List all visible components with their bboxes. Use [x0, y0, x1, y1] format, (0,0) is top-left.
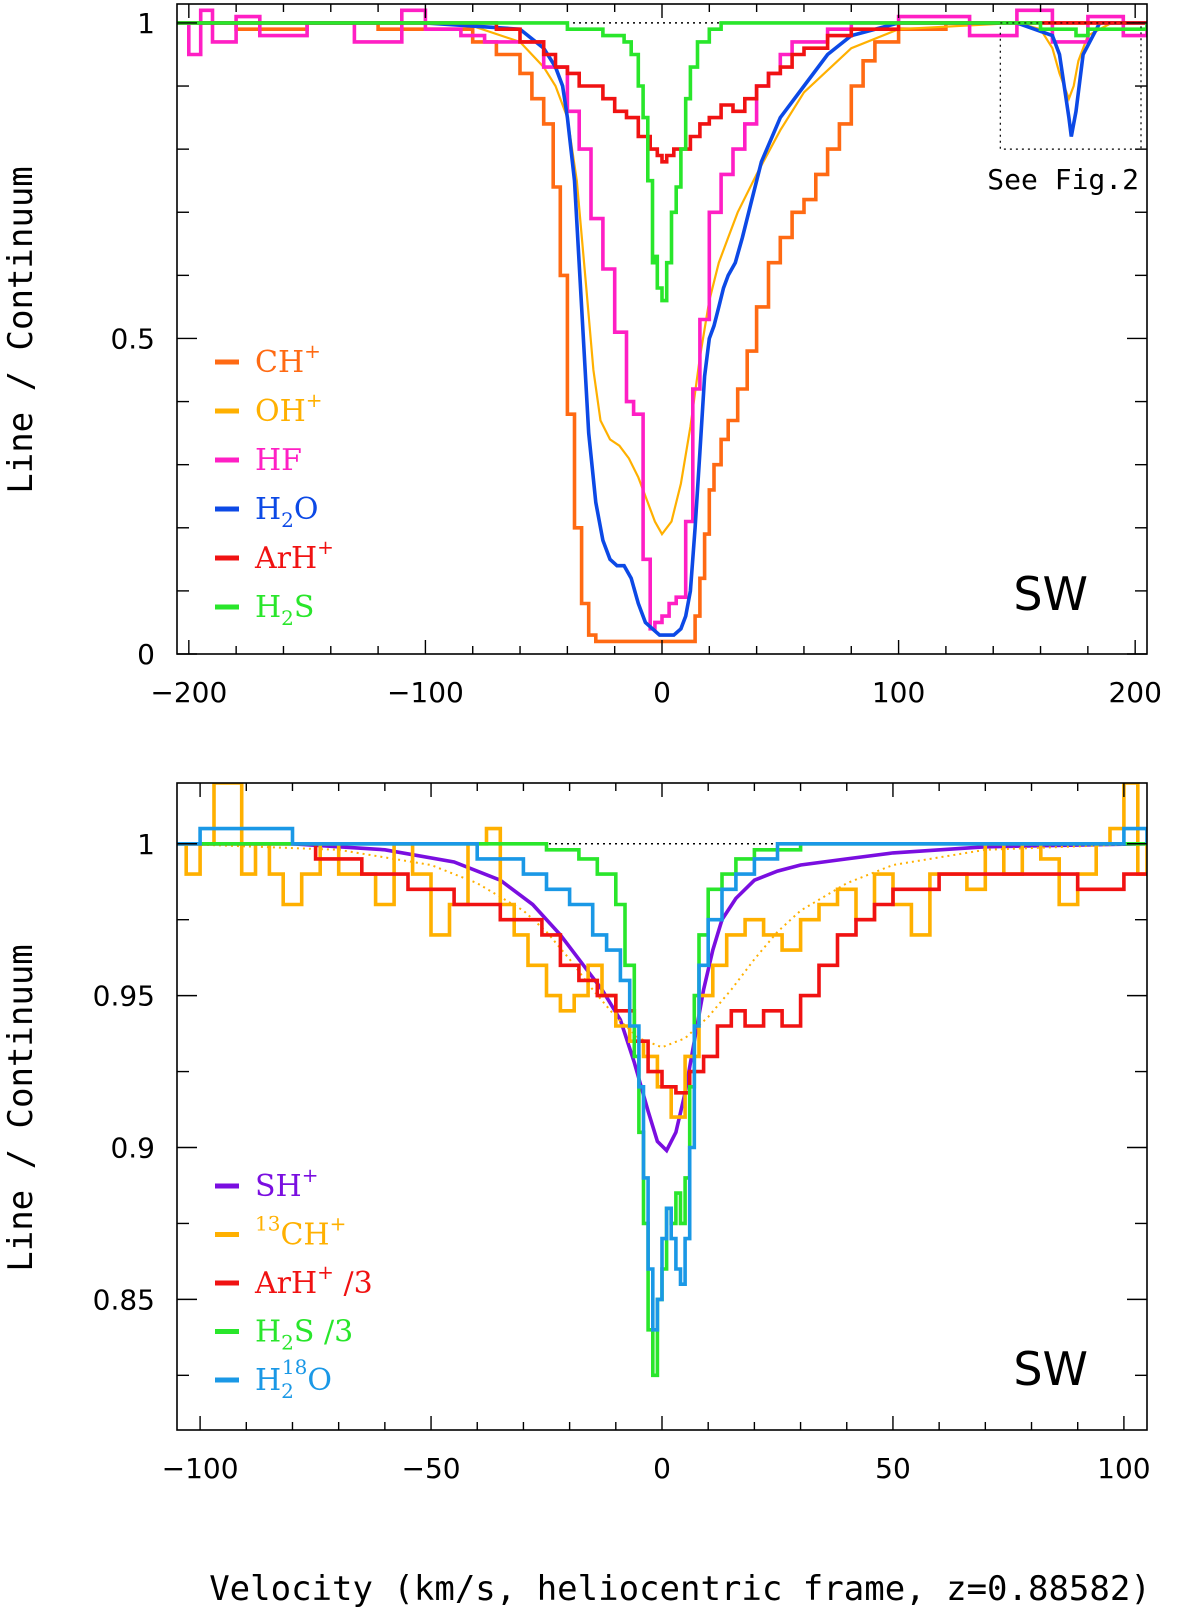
y-tick-label: 0.9 — [110, 1132, 155, 1165]
series-line-0-0 — [177, 21, 1147, 644]
x-axis-label: Velocity (km/s, heliocentric frame, z=0.… — [209, 1569, 1151, 1609]
x-tick-label: 100 — [1097, 1452, 1150, 1485]
panel-label: SW — [1013, 1342, 1088, 1396]
series-line-0-4 — [177, 21, 1147, 164]
series-line-0-2 — [177, 8, 1147, 631]
legend-label-shp: SH+ — [255, 1163, 318, 1204]
top-panel: −200 −100 0 100 200 0 0.5 1 Line / Continuum SW Se… — [1, 3, 1162, 709]
see-fig-annotation: See Fig.2 — [987, 163, 1139, 196]
series-line-1-3 — [177, 842, 1147, 1095]
x-tick-label: 50 — [875, 1452, 911, 1485]
y-tick-label: 0.5 — [110, 322, 155, 355]
y-tick-label: 0.85 — [93, 1283, 155, 1316]
legend-label-arh3: ArH+ /3 — [254, 1260, 373, 1301]
y-tick-label: 0 — [137, 638, 155, 671]
series-line-0-3 — [177, 21, 1147, 637]
panel-label: SW — [1013, 567, 1088, 621]
x-tick-label: −100 — [387, 676, 464, 709]
x-tick-label: −200 — [150, 676, 227, 709]
series-line-0-1 — [177, 21, 1147, 537]
legend-label-arh: ArH+ — [254, 535, 334, 576]
legend-label-h2s3: H2S /3 — [255, 1315, 353, 1355]
legend-label-oh: OH+ — [255, 388, 323, 429]
zoom-region-box — [999, 22, 1142, 150]
x-tick-label: 100 — [872, 676, 925, 709]
y-tick-label: 1 — [137, 828, 155, 861]
legend-label-h2o: H2O — [255, 492, 319, 532]
series-line-1-1 — [177, 783, 1147, 1119]
legend-label-h218o: H218O — [255, 1355, 332, 1403]
x-tick-label: −100 — [162, 1452, 239, 1485]
legend-label-ch: CH+ — [255, 339, 321, 380]
x-tick-label: −50 — [402, 1452, 461, 1485]
series-line-0-5 — [177, 21, 1147, 303]
x-tick-label: 200 — [1108, 676, 1161, 709]
legend-label-h2s: H2S — [255, 590, 314, 630]
y-axis-label: Line / Continuum — [1, 944, 41, 1272]
x-tick-label: 0 — [653, 1452, 671, 1485]
series-line-1-5 — [177, 826, 1147, 1332]
x-tick-label: 0 — [653, 676, 671, 709]
series-line-1-0 — [177, 842, 1147, 1154]
legend-label-c13: 13CH+ — [255, 1212, 346, 1253]
y-tick-label: 0.95 — [93, 980, 155, 1013]
bottom-panel: −100 −50 0 50 100 0.85 0.9 0.95 1 Line / Continuu… — [1, 782, 1151, 1485]
legend-label-hf: HF — [255, 443, 302, 478]
y-tick-label: 1 — [137, 7, 155, 40]
y-axis-label: Line / Continuum — [1, 166, 41, 494]
